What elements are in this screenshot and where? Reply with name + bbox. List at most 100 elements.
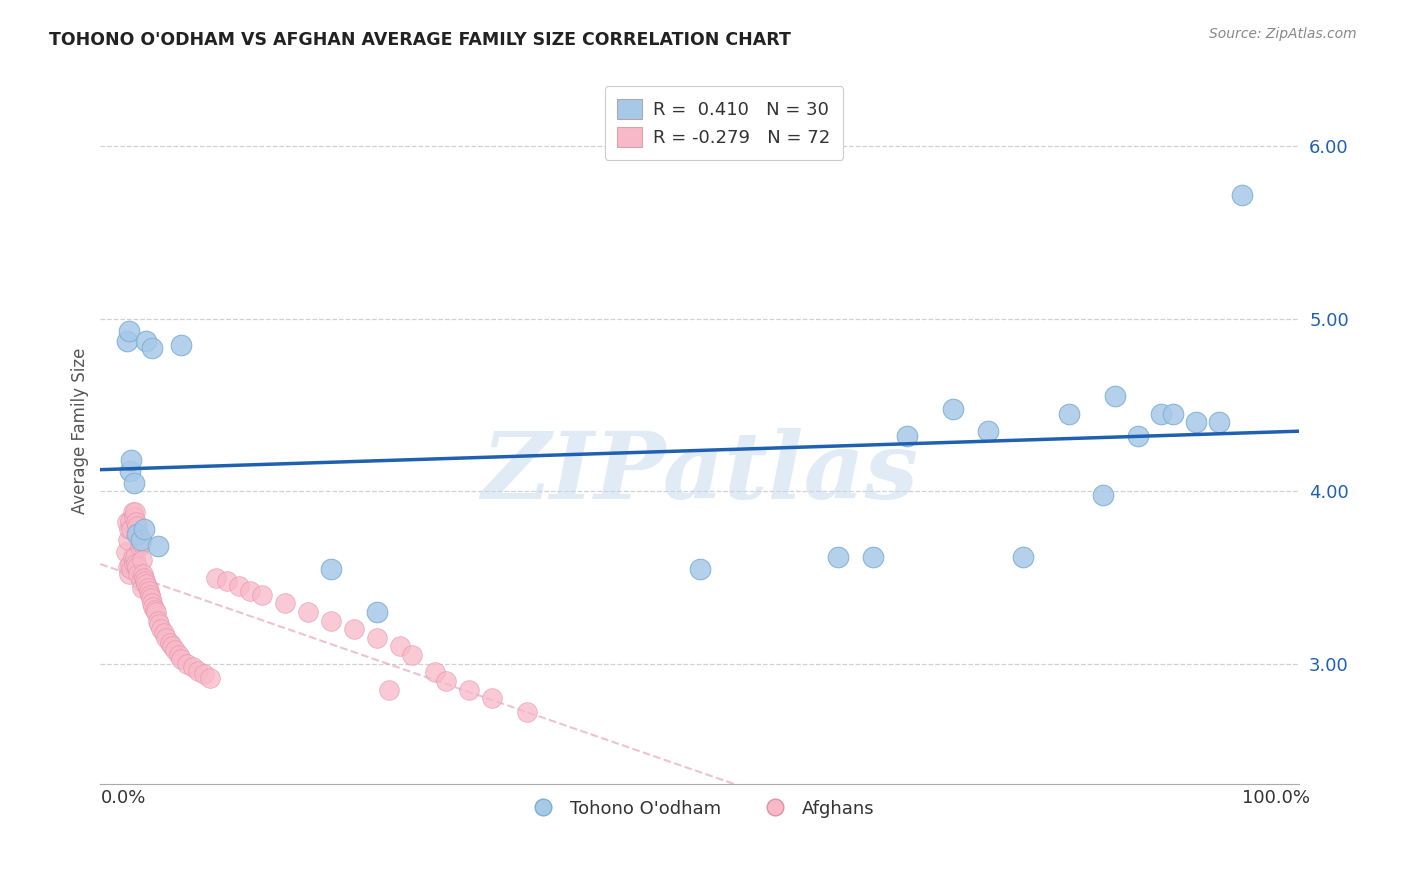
Point (1161, 407, 1184, 421)
Point (977, 424, 1000, 438)
Point (120, 464, 142, 478)
Point (827, 549, 849, 564)
Point (142, 599, 165, 614)
Point (204, 570, 226, 584)
Point (136, 581, 159, 595)
Point (127, 567, 149, 582)
Point (125, 557, 148, 571)
Point (896, 429, 918, 443)
Legend: Tohono O'odham, Afghans: Tohono O'odham, Afghans (517, 792, 882, 825)
Point (152, 625, 174, 640)
Point (516, 705, 538, 719)
Point (127, 527, 149, 541)
Point (377, 682, 399, 697)
Point (134, 570, 156, 584)
Point (343, 622, 366, 636)
Point (120, 514, 142, 528)
Point (297, 605, 319, 619)
Point (170, 651, 193, 665)
Point (122, 475, 145, 490)
Point (120, 557, 142, 571)
Point (1104, 389, 1126, 403)
Point (121, 562, 143, 576)
Point (121, 505, 143, 519)
Point (121, 549, 143, 564)
Point (181, 660, 204, 674)
Y-axis label: Average Family Size: Average Family Size (72, 348, 89, 514)
Point (217, 574, 239, 588)
Point (134, 522, 156, 536)
Point (689, 562, 711, 576)
Point (141, 596, 163, 610)
Point (193, 667, 215, 681)
Point (187, 664, 209, 678)
Point (274, 596, 297, 610)
Point (131, 553, 153, 567)
Text: ZIPatlas: ZIPatlas (481, 428, 918, 518)
Point (117, 533, 139, 547)
Point (141, 341, 163, 355)
Point (319, 614, 342, 628)
Point (145, 605, 167, 619)
Point (124, 549, 146, 564)
Point (143, 603, 166, 617)
Point (124, 505, 146, 519)
Point (148, 617, 170, 632)
Point (228, 579, 250, 593)
Point (118, 522, 141, 536)
Point (139, 591, 162, 606)
Point (170, 337, 193, 351)
Point (165, 643, 187, 657)
Point (135, 577, 157, 591)
Point (125, 516, 148, 530)
Point (1150, 407, 1173, 421)
Point (366, 631, 388, 645)
Point (117, 560, 139, 574)
Point (1126, 429, 1149, 443)
Point (389, 640, 412, 654)
Point (115, 516, 138, 530)
Point (139, 588, 162, 602)
Point (862, 549, 884, 564)
Point (146, 540, 169, 554)
Point (135, 334, 157, 349)
Text: TOHONO O'ODHAM VS AFGHAN AVERAGE FAMILY SIZE CORRELATION CHART: TOHONO O'ODHAM VS AFGHAN AVERAGE FAMILY … (49, 31, 792, 49)
Point (115, 334, 138, 349)
Point (155, 631, 177, 645)
Point (250, 588, 273, 602)
Point (1092, 488, 1115, 502)
Point (129, 533, 152, 547)
Text: Source: ZipAtlas.com: Source: ZipAtlas.com (1209, 27, 1357, 41)
Point (434, 673, 457, 688)
Point (128, 540, 150, 554)
Point (127, 560, 149, 574)
Point (401, 648, 423, 662)
Point (121, 522, 143, 536)
Point (118, 567, 141, 582)
Point (129, 536, 152, 550)
Point (132, 567, 155, 582)
Point (239, 584, 262, 599)
Point (319, 562, 342, 576)
Point (146, 614, 169, 628)
Point (160, 640, 183, 654)
Point (481, 691, 503, 706)
Point (1208, 415, 1230, 429)
Point (134, 574, 156, 588)
Point (167, 648, 190, 662)
Point (176, 657, 198, 671)
Point (150, 622, 173, 636)
Point (198, 671, 221, 685)
Point (127, 518, 149, 533)
Point (114, 544, 136, 558)
Point (122, 510, 145, 524)
Point (131, 581, 153, 595)
Point (118, 324, 141, 338)
Point (366, 605, 388, 619)
Point (423, 665, 446, 680)
Point (1230, 187, 1253, 202)
Point (1184, 415, 1206, 429)
Point (458, 682, 481, 697)
Point (1057, 407, 1080, 421)
Point (127, 527, 149, 541)
